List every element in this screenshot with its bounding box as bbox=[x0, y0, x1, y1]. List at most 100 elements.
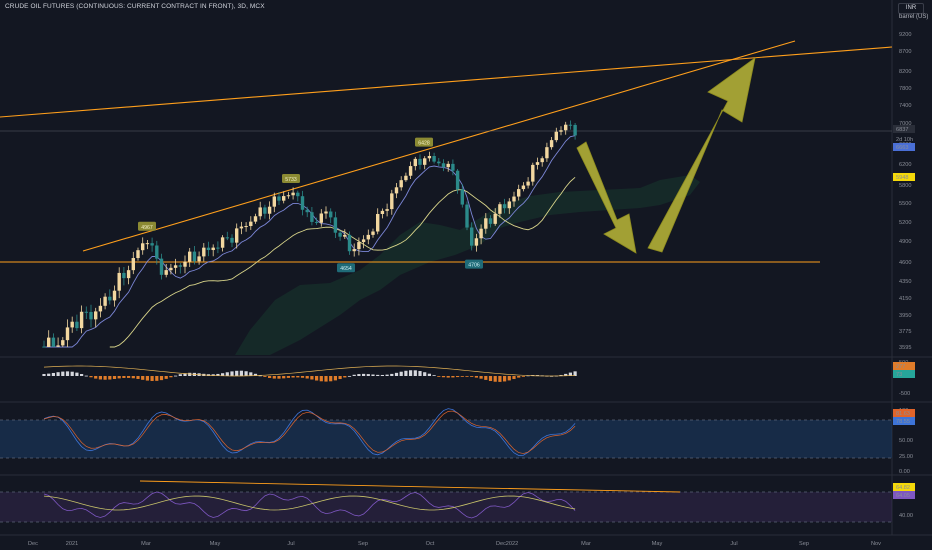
candle-body bbox=[521, 185, 526, 190]
candle-body bbox=[399, 180, 403, 188]
macd-histogram-bar bbox=[291, 376, 295, 378]
rsi-divergence-line bbox=[139, 480, 681, 493]
macd-histogram-bar bbox=[465, 376, 469, 377]
macd-histogram-bar bbox=[159, 376, 164, 381]
macd-label: 277 bbox=[896, 364, 905, 370]
price-tick: 3595 bbox=[899, 345, 911, 351]
time-tick: 2021 bbox=[66, 541, 78, 547]
price-tick: 5800 bbox=[899, 183, 911, 189]
candle-body bbox=[296, 192, 300, 197]
macd-histogram-bar bbox=[366, 374, 370, 376]
price-tick: 3775 bbox=[899, 329, 911, 335]
macd-histogram-bar bbox=[258, 375, 262, 377]
macd-histogram-bar bbox=[362, 373, 366, 376]
macd-histogram-bar bbox=[521, 376, 525, 377]
macd-histogram-bar bbox=[479, 376, 483, 379]
candle-body bbox=[164, 270, 168, 275]
candle-body bbox=[394, 187, 399, 194]
candle-body bbox=[531, 164, 535, 182]
candle-body bbox=[61, 340, 65, 346]
badge-value: 4967 bbox=[141, 225, 153, 231]
candle-body bbox=[474, 238, 479, 246]
currency-button[interactable]: INR bbox=[898, 3, 924, 14]
slow-ma-label-box bbox=[893, 173, 915, 181]
projection-up-arrow bbox=[647, 57, 756, 253]
stoch-d-label: 81.63 bbox=[896, 411, 910, 417]
high-badge bbox=[415, 137, 433, 147]
candle-body bbox=[324, 211, 328, 214]
macd-histogram-bar bbox=[427, 373, 431, 376]
macd-histogram-bar bbox=[512, 376, 516, 380]
candle-body bbox=[479, 228, 483, 239]
candle-body bbox=[267, 206, 272, 214]
macd-signal-label: 73 bbox=[896, 372, 902, 378]
macd-histogram-bar bbox=[47, 373, 51, 376]
candle-body bbox=[451, 163, 455, 171]
macd-histogram-bar bbox=[122, 376, 126, 378]
macd-histogram-bar bbox=[183, 373, 187, 376]
candle-body bbox=[423, 158, 427, 165]
slow-ma-line bbox=[109, 176, 576, 348]
macd-histogram-bar bbox=[70, 371, 74, 376]
macd-histogram-bar bbox=[178, 374, 182, 376]
macd-histogram-bar bbox=[503, 376, 507, 382]
macd-histogram-bar bbox=[404, 370, 408, 376]
stoch-band bbox=[0, 420, 892, 458]
rsi-ma-label-box bbox=[893, 483, 915, 491]
macd-histogram-bar bbox=[423, 372, 427, 376]
badge-value: 5733 bbox=[285, 177, 297, 183]
macd-histogram-bar bbox=[225, 372, 229, 376]
candle-body bbox=[169, 267, 173, 271]
price-tick: 5200 bbox=[899, 220, 911, 226]
upper-trendline bbox=[0, 46, 893, 118]
candle-body bbox=[437, 161, 441, 164]
macd-histogram-bar bbox=[272, 376, 276, 379]
macd-histogram-bar bbox=[211, 374, 215, 376]
candle-body bbox=[465, 204, 469, 228]
candle-body bbox=[84, 311, 88, 313]
candle-body bbox=[319, 213, 323, 223]
stoch-tick: 0.00 bbox=[899, 469, 910, 475]
macd-histogram-bar bbox=[253, 373, 258, 376]
candle-body bbox=[173, 265, 178, 268]
macd-histogram-bar bbox=[94, 376, 98, 379]
rsi-band bbox=[0, 492, 892, 522]
price-tick: 6200 bbox=[899, 162, 911, 168]
stoch-k-label: 78.55 bbox=[896, 419, 910, 425]
candle-body bbox=[216, 247, 220, 249]
low-badge bbox=[337, 263, 355, 273]
time-tick: Mar bbox=[581, 541, 591, 547]
ichimoku-cloud bbox=[235, 175, 700, 355]
candle-body bbox=[122, 272, 126, 279]
candle-body bbox=[253, 216, 258, 222]
time-tick: Sep bbox=[358, 541, 368, 547]
stoch-k-label-box bbox=[893, 417, 915, 425]
candle-body bbox=[361, 239, 366, 243]
stoch-d-label-box bbox=[893, 409, 915, 417]
rising-trendline bbox=[82, 40, 796, 252]
candle-body bbox=[249, 221, 253, 227]
candle-body bbox=[441, 163, 446, 168]
candle-body bbox=[357, 242, 361, 250]
macd-histogram-bar bbox=[56, 372, 60, 376]
macd-histogram-bar bbox=[305, 376, 309, 379]
countdown-label: 2d 10h bbox=[896, 137, 913, 143]
chart-title: CRUDE OIL FUTURES (CONTINUOUS: CURRENT C… bbox=[5, 3, 265, 10]
macd-signal-label-box bbox=[893, 370, 915, 378]
macd-histogram-bar bbox=[286, 376, 290, 378]
macd-histogram-bar bbox=[385, 374, 389, 376]
macd-histogram-bar bbox=[84, 375, 88, 377]
macd-histogram-bar bbox=[127, 376, 131, 378]
candle-body bbox=[211, 247, 215, 251]
candle-body bbox=[56, 345, 60, 347]
candle-body bbox=[47, 337, 51, 347]
candle-body bbox=[554, 131, 558, 141]
price-tick: 5500 bbox=[899, 201, 911, 207]
candle-body bbox=[470, 227, 474, 246]
candle-body bbox=[347, 234, 352, 252]
unit-label: barrel (US) bbox=[899, 14, 929, 20]
rsi-label-box bbox=[893, 491, 915, 499]
low-badge bbox=[465, 259, 483, 269]
